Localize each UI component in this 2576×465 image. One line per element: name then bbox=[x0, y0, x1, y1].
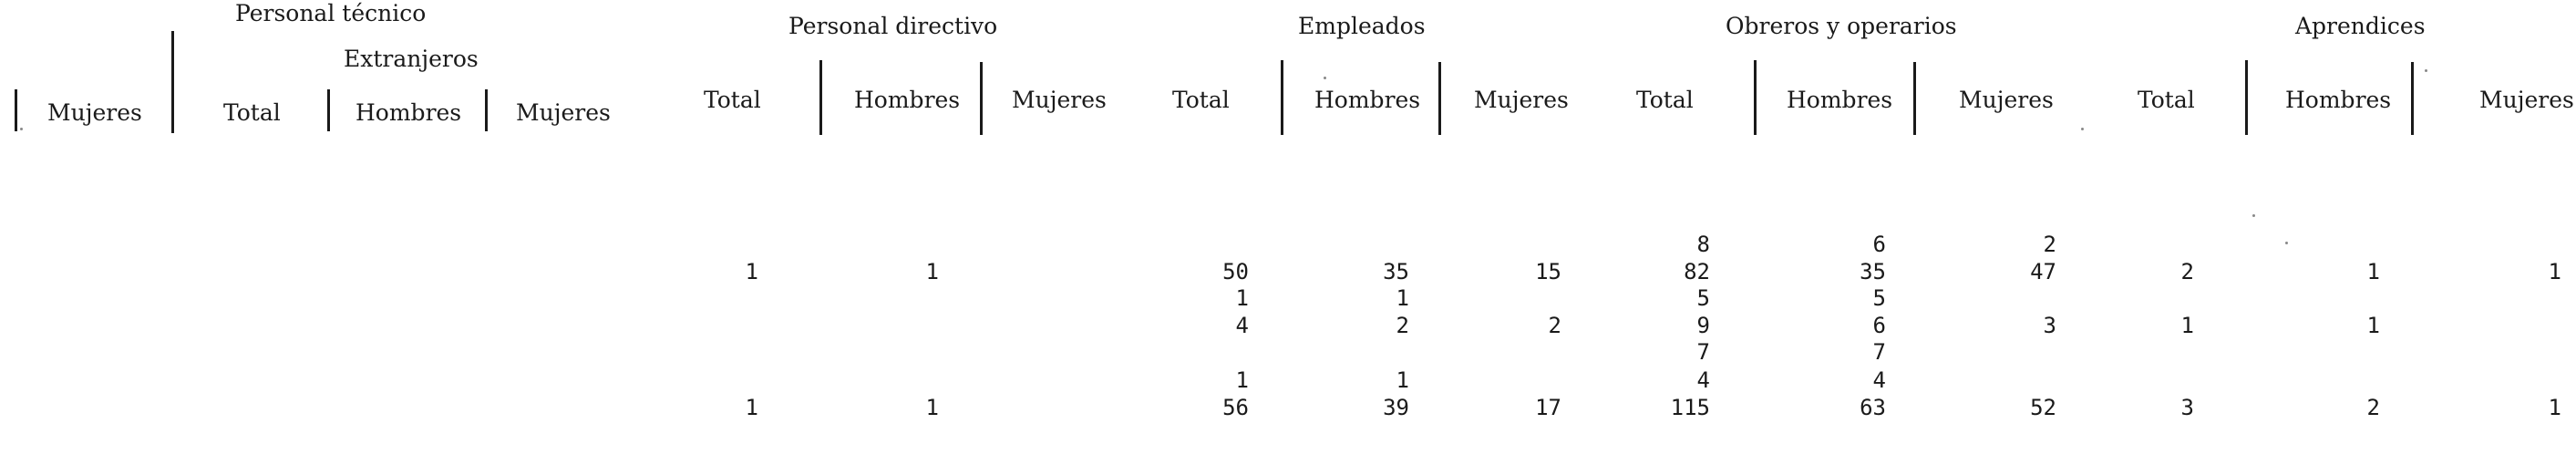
header-rule bbox=[819, 60, 822, 135]
table-cell: 2 bbox=[2180, 259, 2194, 284]
table-cell: 35 bbox=[1383, 259, 1409, 284]
col-header-mujeres: Mujeres bbox=[1012, 87, 1107, 113]
scan-speck bbox=[20, 128, 23, 130]
table-cell: 8 bbox=[1696, 232, 1710, 257]
header-rule bbox=[1438, 62, 1441, 135]
col-header-total: Total bbox=[1636, 87, 1694, 113]
table-cell: 1 bbox=[2180, 313, 2194, 338]
table-cell: 47 bbox=[2030, 259, 2056, 284]
scan-speck bbox=[2081, 128, 2084, 130]
group-personal-directivo: Personal directivo bbox=[788, 13, 998, 39]
table-cell: 50 bbox=[1222, 259, 1249, 284]
table-cell: 52 bbox=[2030, 395, 2056, 420]
header-rule bbox=[2245, 60, 2248, 135]
header-rule bbox=[327, 89, 330, 131]
table-cell: 2 bbox=[2043, 232, 2056, 257]
table-cell: 82 bbox=[1684, 259, 1710, 284]
scan-speck bbox=[2252, 214, 2255, 217]
table-cell: 2 bbox=[2366, 395, 2380, 420]
header-rule bbox=[1281, 60, 1283, 135]
header-rule bbox=[2411, 62, 2414, 135]
table-cell: 1 bbox=[2548, 395, 2561, 420]
header-rule bbox=[15, 89, 17, 131]
col-header-mujeres: Mujeres bbox=[1474, 87, 1569, 113]
table-cell: 6 bbox=[1872, 232, 1886, 257]
col-header-hombres: Hombres bbox=[355, 99, 462, 126]
col-header-hombres: Hombres bbox=[1787, 87, 1893, 113]
table-cell: 1 bbox=[2366, 313, 2380, 338]
table-cell: 1 bbox=[1235, 285, 1249, 311]
table-cell: 1 bbox=[2366, 259, 2380, 284]
header-rule bbox=[980, 62, 983, 135]
table-cell: 2 bbox=[1548, 313, 1561, 338]
group-personal-tecnico: Personal técnico bbox=[235, 0, 427, 26]
table-cell: 35 bbox=[1860, 259, 1886, 284]
table-cell: 17 bbox=[1535, 395, 1561, 420]
header-rule bbox=[1754, 60, 1757, 135]
group-empleados: Empleados bbox=[1298, 13, 1426, 39]
table-cell: 5 bbox=[1872, 285, 1886, 311]
table-cell: 1 bbox=[745, 259, 758, 284]
table-cell: 1 bbox=[1396, 367, 1409, 393]
col-header-total: Total bbox=[704, 87, 761, 113]
table-cell: 4 bbox=[1235, 313, 1249, 338]
table-cell: 4 bbox=[1696, 367, 1710, 393]
table-cell: 1 bbox=[745, 395, 758, 420]
table-cell: 39 bbox=[1383, 395, 1409, 420]
group-extranjeros: Extranjeros bbox=[344, 46, 479, 72]
table-cell: 1 bbox=[925, 259, 939, 284]
header-rule bbox=[485, 89, 488, 131]
table-cell: 1 bbox=[1396, 285, 1409, 311]
col-header-mujeres: Mujeres bbox=[516, 99, 611, 126]
table-cell: 2 bbox=[1396, 313, 1409, 338]
scan-speck bbox=[2425, 69, 2427, 72]
col-header-total: Total bbox=[1172, 87, 1230, 113]
table-cell: 5 bbox=[1696, 285, 1710, 311]
table-cell: 9 bbox=[1696, 313, 1710, 338]
table-cell: 3 bbox=[2180, 395, 2194, 420]
table-cell: 1 bbox=[925, 395, 939, 420]
table-cell: 3 bbox=[2043, 313, 2056, 338]
col-header-mujeres: Mujeres bbox=[47, 99, 142, 126]
table-cell: 6 bbox=[1872, 313, 1886, 338]
header-rule bbox=[1913, 62, 1916, 135]
col-header-hombres: Hombres bbox=[1314, 87, 1421, 113]
col-header-mujeres: Mujeres bbox=[1959, 87, 2054, 113]
col-header-total: Total bbox=[223, 99, 281, 126]
col-header-mujeres: Mujeres bbox=[2479, 87, 2574, 113]
col-header-hombres: Hombres bbox=[2285, 87, 2392, 113]
table-cell: 7 bbox=[1696, 339, 1710, 365]
header-rule bbox=[171, 31, 174, 133]
scan-speck bbox=[2285, 242, 2288, 244]
scan-speck bbox=[1324, 77, 1326, 79]
group-obreros-operarios: Obreros y operarios bbox=[1726, 13, 1957, 39]
table-cell: 7 bbox=[1872, 339, 1886, 365]
table-cell: 115 bbox=[1670, 395, 1710, 420]
table-cell: 63 bbox=[1860, 395, 1886, 420]
table-cell: 56 bbox=[1222, 395, 1249, 420]
group-aprendices: Aprendices bbox=[2295, 13, 2426, 39]
table-cell: 1 bbox=[1235, 367, 1249, 393]
col-header-hombres: Hombres bbox=[854, 87, 961, 113]
table-cell: 15 bbox=[1535, 259, 1561, 284]
table-cell: 4 bbox=[1872, 367, 1886, 393]
table-cell: 1 bbox=[2548, 259, 2561, 284]
col-header-total: Total bbox=[2138, 87, 2195, 113]
